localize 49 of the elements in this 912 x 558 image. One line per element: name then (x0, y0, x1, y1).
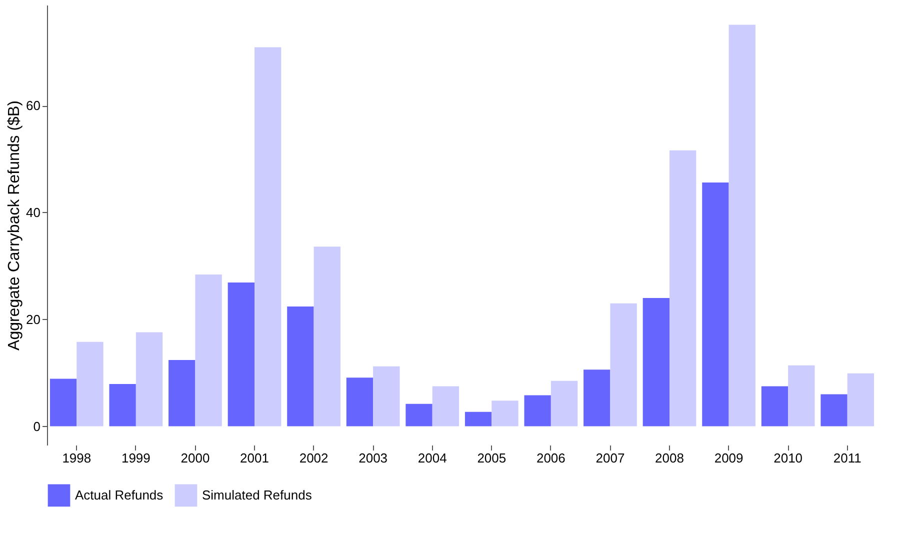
x-tick-label: 2002 (299, 450, 328, 466)
bar (492, 400, 518, 426)
bar (76, 342, 104, 426)
bar (195, 274, 222, 426)
bar (702, 182, 729, 426)
bar (406, 404, 432, 426)
bar (584, 370, 610, 426)
x-tick-label: 2011 (833, 450, 862, 466)
bar (670, 150, 696, 426)
y-tick-label: 0 (33, 418, 40, 434)
bar (287, 306, 314, 426)
bar (524, 395, 551, 426)
bar (610, 303, 637, 426)
bar (464, 412, 492, 426)
x-tick-label: 2003 (358, 450, 388, 466)
x-tick-label: 2001 (240, 450, 269, 466)
bar (314, 246, 340, 426)
bar (847, 373, 874, 426)
bar (550, 380, 578, 426)
x-tick-label: 2000 (180, 450, 210, 466)
bar (228, 282, 254, 426)
y-tick-label: 60 (26, 98, 40, 114)
x-tick-label: 2006 (536, 450, 566, 466)
bar (761, 386, 788, 426)
x-tick-label: 2009 (714, 450, 744, 466)
bar (642, 298, 670, 426)
x-tick-label: 2010 (774, 450, 803, 466)
y-axis-title: Aggregate Carryback Refunds ($B) (6, 100, 24, 350)
x-tick-label: 2004 (418, 450, 447, 466)
bar (432, 386, 460, 426)
bar (820, 394, 848, 426)
bar (50, 378, 77, 426)
x-tick-label: 1998 (62, 450, 92, 466)
bar (346, 378, 374, 426)
x-tick-label: 2005 (477, 450, 506, 466)
legend-label: Simulated Refunds (202, 487, 312, 502)
y-tick-label: 40 (26, 204, 40, 220)
legend-label: Actual Refunds (75, 487, 164, 502)
bar (109, 384, 136, 426)
x-tick-label: 1999 (121, 450, 150, 466)
x-tick-label: 2007 (596, 450, 625, 466)
y-tick-label: 20 (26, 312, 40, 327)
x-tick-label: 2008 (655, 450, 684, 466)
bar (168, 360, 196, 426)
bar (373, 366, 400, 426)
bar (136, 332, 163, 426)
bar (254, 47, 282, 426)
bar (728, 24, 756, 426)
bar (788, 365, 815, 426)
